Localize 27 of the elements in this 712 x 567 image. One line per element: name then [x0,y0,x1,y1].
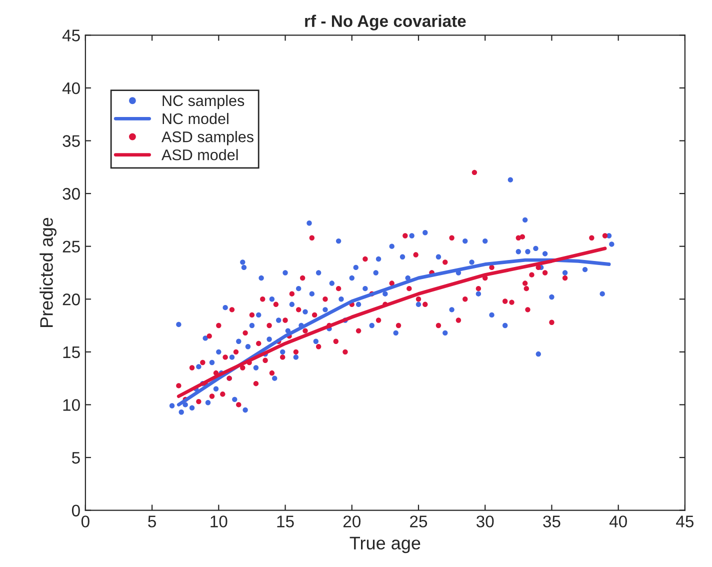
x-tick-label: 15 [277,516,294,528]
x-tick-label: 0 [81,516,90,528]
legend-label: ASD model [162,149,238,160]
x-tick-label: 40 [609,516,627,528]
y-tick-label: 10 [63,399,80,411]
x-tick-label: 20 [343,516,361,528]
y-tick-label: 15 [63,346,80,358]
y-tick-label: 30 [62,188,80,200]
x-tick-label: 25 [410,516,428,528]
y-axis-title: Predicted age [40,218,56,327]
y-tick-label: 45 [62,30,80,42]
chart-title: rf - No Age covariate [305,14,466,30]
y-tick-label: 0 [72,504,80,517]
x-tick-label: 30 [476,516,494,528]
x-tick-label: 35 [543,516,560,528]
y-tick-label: 35 [62,135,80,147]
legend-label: ASD samples [162,131,254,146]
y-tick-label: 40 [62,82,80,94]
x-axis-title: True age [350,536,420,554]
x-tick-label: 5 [148,516,156,528]
y-tick-label: 25 [62,240,80,253]
x-tick-label: 45 [676,516,694,528]
legend-label: NC samples [162,94,244,110]
legend-label: NC model [162,112,228,124]
y-tick-label: 5 [72,452,80,464]
x-tick-label: 10 [210,516,228,528]
y-tick-label: 20 [62,294,80,306]
